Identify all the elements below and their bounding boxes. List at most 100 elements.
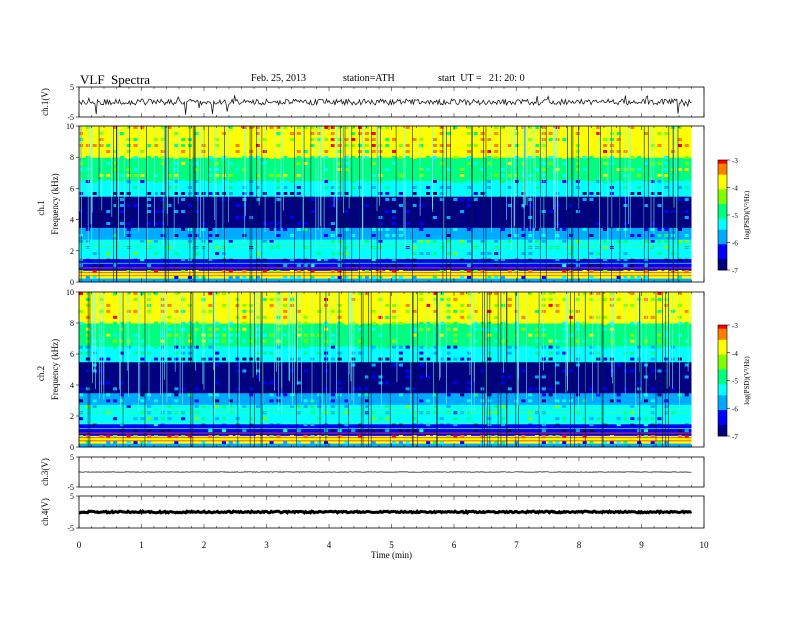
spectrogram-cell bbox=[521, 405, 525, 408]
spectrogram-cell bbox=[106, 441, 110, 444]
spectrogram-cell bbox=[140, 316, 144, 319]
spectrogram-cell bbox=[460, 150, 464, 153]
spectrogram-cell bbox=[378, 316, 382, 319]
spectrogram-cell bbox=[392, 340, 396, 343]
spectrogram-cell bbox=[617, 387, 621, 390]
spectrogram-cell bbox=[331, 304, 335, 307]
spectrogram-cell bbox=[678, 138, 682, 141]
spectrogram-cell bbox=[215, 328, 219, 331]
spectrogram-cell bbox=[127, 198, 131, 201]
spectrogram-cell bbox=[385, 405, 389, 408]
spectrogram-cell bbox=[569, 334, 573, 337]
spectrogram-cell bbox=[515, 156, 519, 159]
spectrogram-cell bbox=[372, 138, 376, 141]
spectrogram-cell bbox=[447, 405, 451, 408]
spectrogram-cell bbox=[93, 186, 97, 189]
spectrogram-cell bbox=[358, 216, 362, 219]
spectrogram-cell bbox=[358, 132, 362, 135]
spectrogram-cell bbox=[630, 340, 634, 343]
spectrogram-cell bbox=[127, 138, 131, 141]
spectrogram-cell bbox=[412, 192, 416, 195]
spectrogram-cell bbox=[664, 132, 668, 135]
spectrogram-cell bbox=[127, 204, 131, 207]
spectrogram-cell bbox=[630, 387, 634, 390]
spectrogram-cell bbox=[79, 399, 83, 402]
x-tick-label: 7 bbox=[514, 540, 519, 550]
spectrogram-cell bbox=[637, 204, 641, 207]
spectrogram-cell bbox=[249, 387, 253, 390]
spectrogram-cell bbox=[657, 441, 661, 444]
spectrogram-cell bbox=[406, 304, 410, 307]
spectrogram-cell bbox=[406, 346, 410, 349]
y-tick-label: 5 bbox=[70, 83, 74, 92]
spectrogram-cell bbox=[610, 405, 614, 408]
spectrogram-cell bbox=[555, 340, 559, 343]
spectrogram-cell bbox=[406, 310, 410, 313]
spectrogram-cell bbox=[549, 298, 553, 301]
colorbar-segment bbox=[718, 208, 727, 212]
spectrogram-cell bbox=[664, 310, 668, 313]
spectrogram-cell bbox=[685, 234, 689, 237]
spectrogram-cell bbox=[283, 316, 287, 319]
spectrogram-cell bbox=[678, 429, 682, 432]
spectrogram-cell bbox=[576, 186, 580, 189]
spectrogram-cell bbox=[222, 334, 226, 337]
spectrogram-cell bbox=[127, 228, 131, 231]
spectrogram-cell bbox=[399, 276, 403, 279]
spectrogram-band bbox=[79, 296, 692, 300]
spectrogram-cell bbox=[603, 138, 607, 141]
spectrogram-cell bbox=[140, 150, 144, 153]
spectrogram-cell bbox=[426, 132, 430, 135]
spectrogram-cell bbox=[678, 276, 682, 279]
spectrogram-cell bbox=[399, 364, 403, 367]
spectrogram-cell bbox=[419, 370, 423, 373]
spectrogram-cell bbox=[338, 310, 342, 313]
spectrogram-cell bbox=[154, 292, 158, 295]
spectrogram-cell bbox=[664, 234, 668, 237]
spectrogram-cell bbox=[133, 252, 137, 255]
spectrogram-cell bbox=[161, 192, 165, 195]
spectrogram-cell bbox=[583, 150, 587, 153]
spectrogram-cell bbox=[549, 138, 553, 141]
colorbar-tick-label: -5 bbox=[732, 378, 738, 386]
spectrogram-cell bbox=[549, 292, 553, 295]
spectrogram-cell bbox=[555, 375, 559, 378]
spectrogram-cell bbox=[208, 334, 212, 337]
spectrogram-cell bbox=[664, 180, 668, 183]
spectrogram-cell bbox=[79, 352, 83, 355]
spectrogram-cell bbox=[412, 228, 416, 231]
spectrogram-cell bbox=[460, 364, 464, 367]
spectrogram-cell bbox=[242, 387, 246, 390]
spectrogram-cell bbox=[372, 168, 376, 171]
spectrogram-cell bbox=[263, 334, 267, 337]
spectrogram-cell bbox=[542, 310, 546, 313]
spectrogram-cell bbox=[249, 381, 253, 384]
spectrogram-cell bbox=[338, 387, 342, 390]
spectrogram-cell bbox=[447, 144, 451, 147]
spectrogram-cell bbox=[229, 192, 233, 195]
spectrogram-cell bbox=[603, 358, 607, 361]
spectrogram-cell bbox=[549, 264, 553, 267]
spectrogram-cell bbox=[651, 387, 655, 390]
colorbar-tick-label: -6 bbox=[732, 405, 738, 413]
spectrogram-cell bbox=[270, 222, 274, 225]
spectrogram-cell bbox=[630, 358, 634, 361]
spectrogram-cell bbox=[242, 240, 246, 243]
spectrogram-cell bbox=[93, 198, 97, 201]
spectrogram-cell bbox=[324, 234, 328, 237]
spectrogram-cell bbox=[236, 198, 240, 201]
x-tick-label: 8 bbox=[577, 540, 582, 550]
spectrogram-cell bbox=[576, 180, 580, 183]
colorbar-segment bbox=[718, 259, 727, 263]
spectrogram-cell bbox=[242, 358, 246, 361]
spectrogram-cell bbox=[603, 144, 607, 147]
spectrogram-cell bbox=[549, 156, 553, 159]
colorbar-segment bbox=[718, 189, 727, 193]
spectrogram-cell bbox=[671, 417, 675, 420]
spectrogram-cell bbox=[229, 186, 233, 189]
spectrogram-cell bbox=[494, 292, 498, 295]
spectrogram-cell bbox=[426, 144, 430, 147]
colorbar-segment bbox=[718, 241, 727, 245]
spectrogram-cell bbox=[338, 298, 342, 301]
